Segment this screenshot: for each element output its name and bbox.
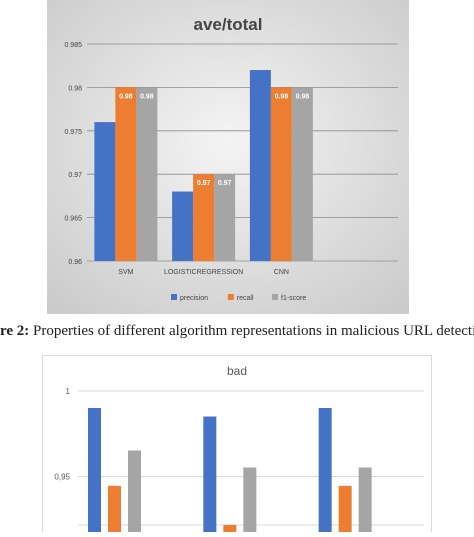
legend-swatch	[272, 294, 278, 300]
data-label: 0.98	[296, 93, 310, 100]
legend-swatch	[171, 294, 177, 300]
legend-label: recall	[237, 295, 254, 302]
figure-caption-text: Properties of different algorithm repres…	[29, 323, 474, 339]
bar-series-1	[203, 416, 217, 537]
bar-series-3	[243, 467, 257, 537]
bar-series-2	[338, 485, 352, 537]
chart-title: ave/total	[194, 15, 263, 34]
bar-series-2	[223, 525, 237, 537]
bar-f1-score	[214, 174, 236, 261]
chart-bad-svg: bad 0,95 1	[42, 355, 432, 537]
figure-caption-label: re 2:	[0, 323, 30, 339]
y-tick-label: 0.97	[68, 172, 82, 179]
chart-ave-total-svg: ave/total 0.96 0.965 0.97 0.975 0.98 0.985 SVM 0…	[47, 0, 409, 314]
y-tick-label: 0,95	[54, 473, 70, 482]
data-label: 0.97	[197, 180, 211, 187]
bar-series-2	[108, 485, 121, 537]
data-label: 0.98	[275, 93, 289, 100]
x-tick-label: SVM	[118, 269, 133, 276]
y-tick-label: 0.985	[64, 42, 82, 49]
data-label: 0.98	[140, 93, 154, 100]
bar-series-3	[358, 467, 372, 537]
y-tick-label: 0.965	[64, 216, 82, 223]
bar-precision	[94, 122, 116, 262]
x-tick-label: LOGISTICREGRESSION	[164, 269, 243, 276]
legend-label: f1-score	[281, 295, 306, 302]
bar-precision	[249, 70, 271, 261]
bar-f1-score	[136, 87, 158, 262]
data-label: 0.98	[119, 93, 133, 100]
y-tick-label: 0.98	[68, 85, 82, 92]
chart-ave-total: ave/total 0.96 0.965 0.97 0.975 0.98 0.985 SVM 0…	[47, 0, 409, 314]
figure-caption: re 2: Properties of different algorithm …	[0, 323, 474, 347]
bar-series-1	[88, 408, 101, 537]
data-label: 0.97	[218, 180, 232, 187]
bar-recall	[115, 87, 137, 262]
y-tick-label: 0.96	[68, 259, 82, 266]
legend-label: precision	[180, 295, 208, 302]
bar-recall	[193, 174, 215, 261]
bar-precision	[172, 191, 194, 261]
x-tick-label: CNN	[274, 269, 289, 276]
chart-bad: bad 0,95 1	[42, 355, 432, 537]
bar-series-1	[318, 408, 332, 537]
chart-title: bad	[227, 364, 247, 378]
legend-swatch	[227, 294, 234, 300]
y-tick-label: 0.975	[64, 129, 82, 136]
bar-f1-score	[291, 87, 313, 262]
bar-series-3	[128, 450, 141, 537]
y-tick-label: 1	[66, 387, 71, 396]
bar-recall	[270, 87, 292, 262]
